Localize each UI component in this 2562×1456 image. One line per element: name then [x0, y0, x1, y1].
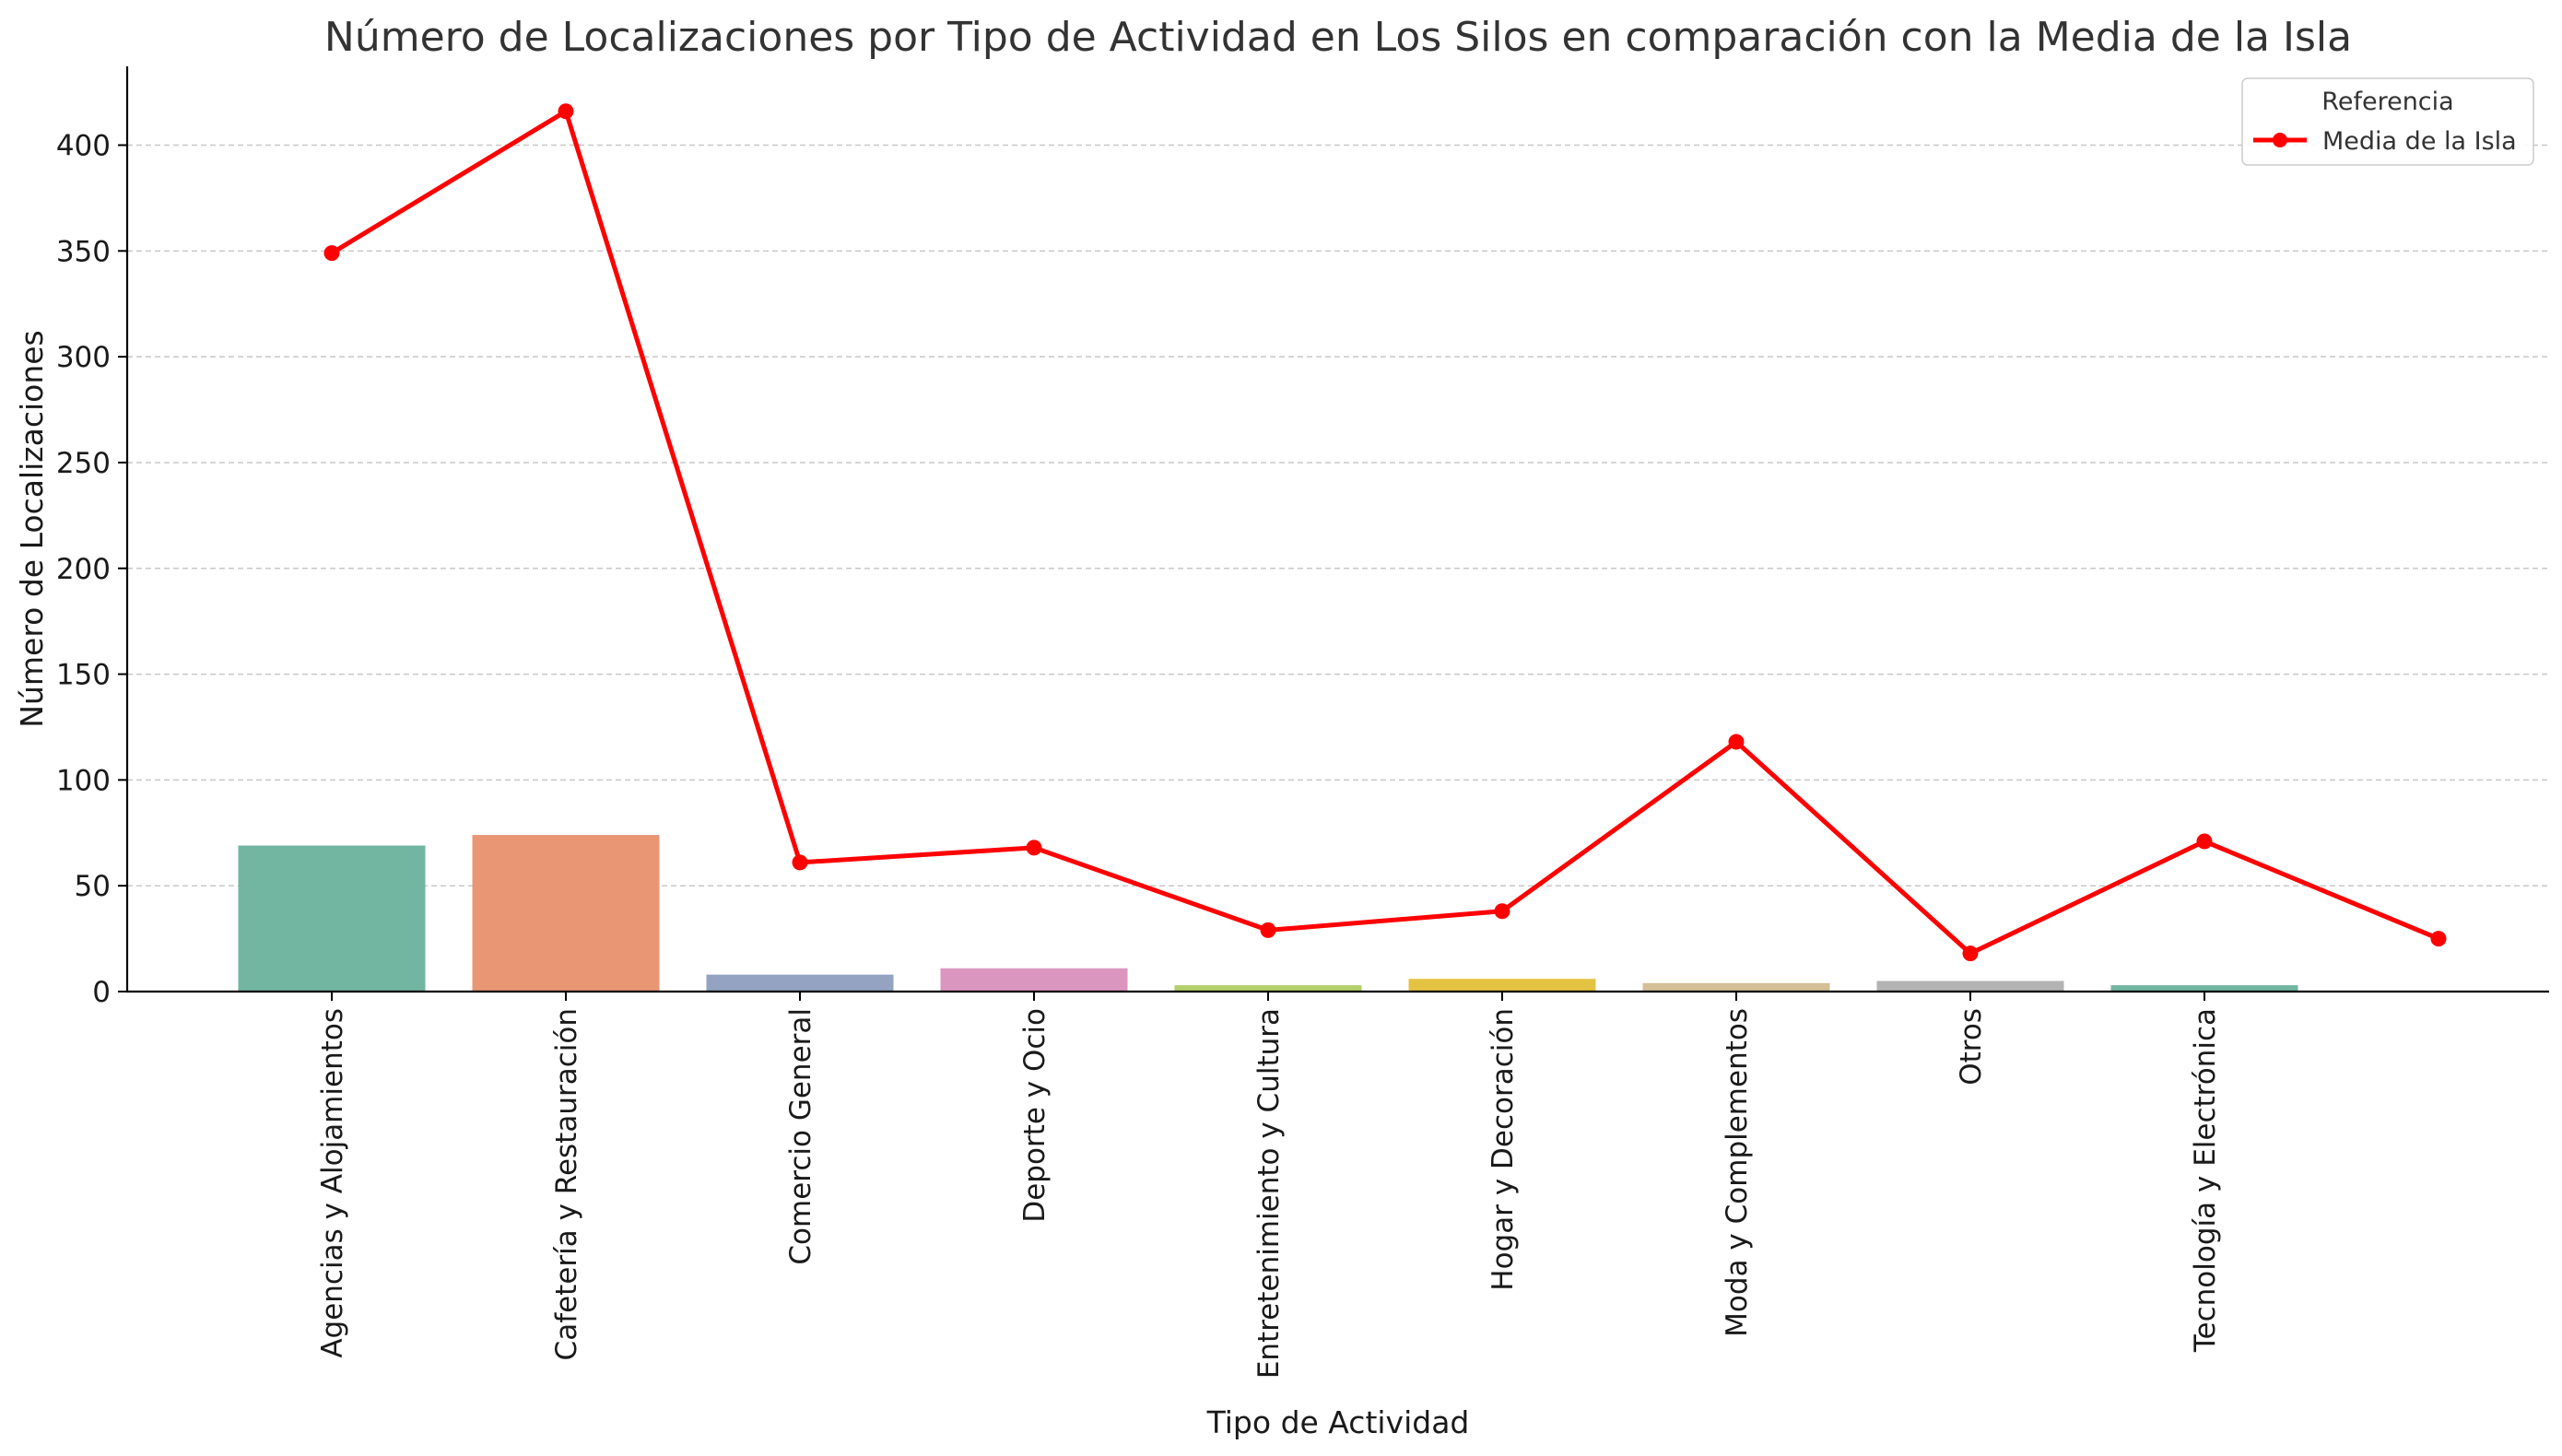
grid — [127, 144, 2549, 887]
line-point — [1026, 840, 1042, 856]
line-point — [1260, 922, 1276, 938]
line-point — [1728, 734, 1745, 750]
x-axis-title: Tipo de Actividad — [1206, 1404, 1470, 1440]
line-series-path — [330, 109, 2439, 957]
y-tick-label: 0 — [92, 976, 111, 1009]
bar — [940, 968, 1128, 992]
legend-marker — [2273, 133, 2287, 147]
x-tick-label: Hogar y Decoración — [1487, 1008, 1520, 1291]
y-axis-ticks: 0 50 100 150 200 250 300 350 400 — [56, 130, 127, 1009]
x-tick-label: Comercio General — [784, 1008, 817, 1265]
legend: Referencia Media de la Isla — [2241, 77, 2534, 166]
y-axis-title: Número de Localizaciones — [14, 330, 50, 727]
legend-box — [2241, 77, 2534, 166]
line-point — [1494, 903, 1510, 920]
bar — [238, 845, 426, 992]
bar — [2110, 985, 2298, 992]
bar — [472, 835, 660, 992]
y-tick-label: 150 — [56, 659, 111, 692]
legend-title: Referencia — [2321, 88, 2453, 116]
y-tick-label: 350 — [56, 235, 111, 268]
x-axis-ticks: Agencias y Alojamientos Cafetería y Resta… — [316, 992, 2222, 1379]
line-series — [323, 103, 2447, 962]
x-tick-label: Cafetería y Restauración — [550, 1008, 583, 1360]
line-point — [1962, 945, 1979, 962]
y-tick-label: 400 — [56, 130, 111, 163]
x-tick-label: Moda y Complementos — [1721, 1008, 1754, 1337]
x-tick-label: Agencias y Alojamientos — [316, 1008, 349, 1358]
x-tick-label: Entretenimiento y Cultura — [1252, 1008, 1286, 1379]
line-point — [558, 103, 574, 120]
bar — [1408, 979, 1596, 992]
bar — [1174, 985, 1362, 992]
bar — [1876, 980, 2064, 992]
bar — [1642, 982, 1830, 992]
x-tick-label: Deporte y Ocio — [1018, 1008, 1052, 1223]
line-point — [2430, 931, 2447, 947]
bars — [238, 835, 2298, 992]
legend-label: Media de la Isla — [2322, 127, 2517, 156]
line-point — [792, 854, 808, 871]
line-point — [2196, 833, 2213, 850]
y-tick-label: 250 — [56, 447, 111, 480]
y-tick-label: 50 — [75, 870, 111, 903]
line-point — [323, 245, 340, 262]
y-tick-label: 200 — [56, 553, 111, 586]
x-tick-label: Otros — [1955, 1008, 1988, 1086]
y-tick-label: 300 — [56, 341, 111, 374]
bar — [706, 974, 894, 992]
y-tick-label: 100 — [56, 764, 111, 797]
chart-title: Número de Localizaciones por Tipo de Act… — [324, 14, 2352, 61]
x-tick-label: Tecnología y Electrónica — [2189, 1008, 2222, 1353]
